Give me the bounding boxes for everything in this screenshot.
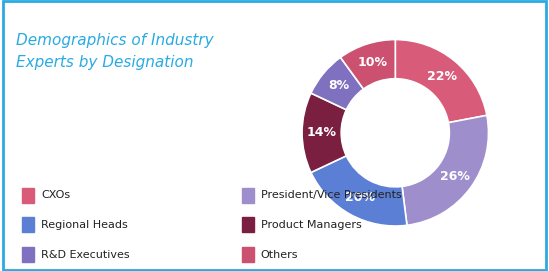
Text: Demographics of Industry
Experts by Designation: Demographics of Industry Experts by Desi…: [16, 33, 214, 70]
Text: Others: Others: [261, 250, 298, 260]
Wedge shape: [395, 40, 487, 123]
Wedge shape: [402, 115, 489, 225]
Text: 8%: 8%: [328, 79, 349, 92]
Text: 10%: 10%: [357, 56, 388, 69]
Wedge shape: [311, 156, 407, 226]
Text: 20%: 20%: [345, 191, 375, 204]
Text: R&D Executives: R&D Executives: [41, 250, 130, 260]
Text: 22%: 22%: [427, 70, 457, 83]
Text: Regional Heads: Regional Heads: [41, 220, 128, 230]
Text: 14%: 14%: [307, 126, 337, 139]
Wedge shape: [340, 40, 395, 89]
Text: Product Managers: Product Managers: [261, 220, 362, 230]
Text: President/Vice Presidents: President/Vice Presidents: [261, 190, 401, 200]
Wedge shape: [311, 57, 363, 110]
Text: 26%: 26%: [440, 170, 470, 183]
Wedge shape: [302, 93, 346, 172]
Text: CXOs: CXOs: [41, 190, 70, 200]
